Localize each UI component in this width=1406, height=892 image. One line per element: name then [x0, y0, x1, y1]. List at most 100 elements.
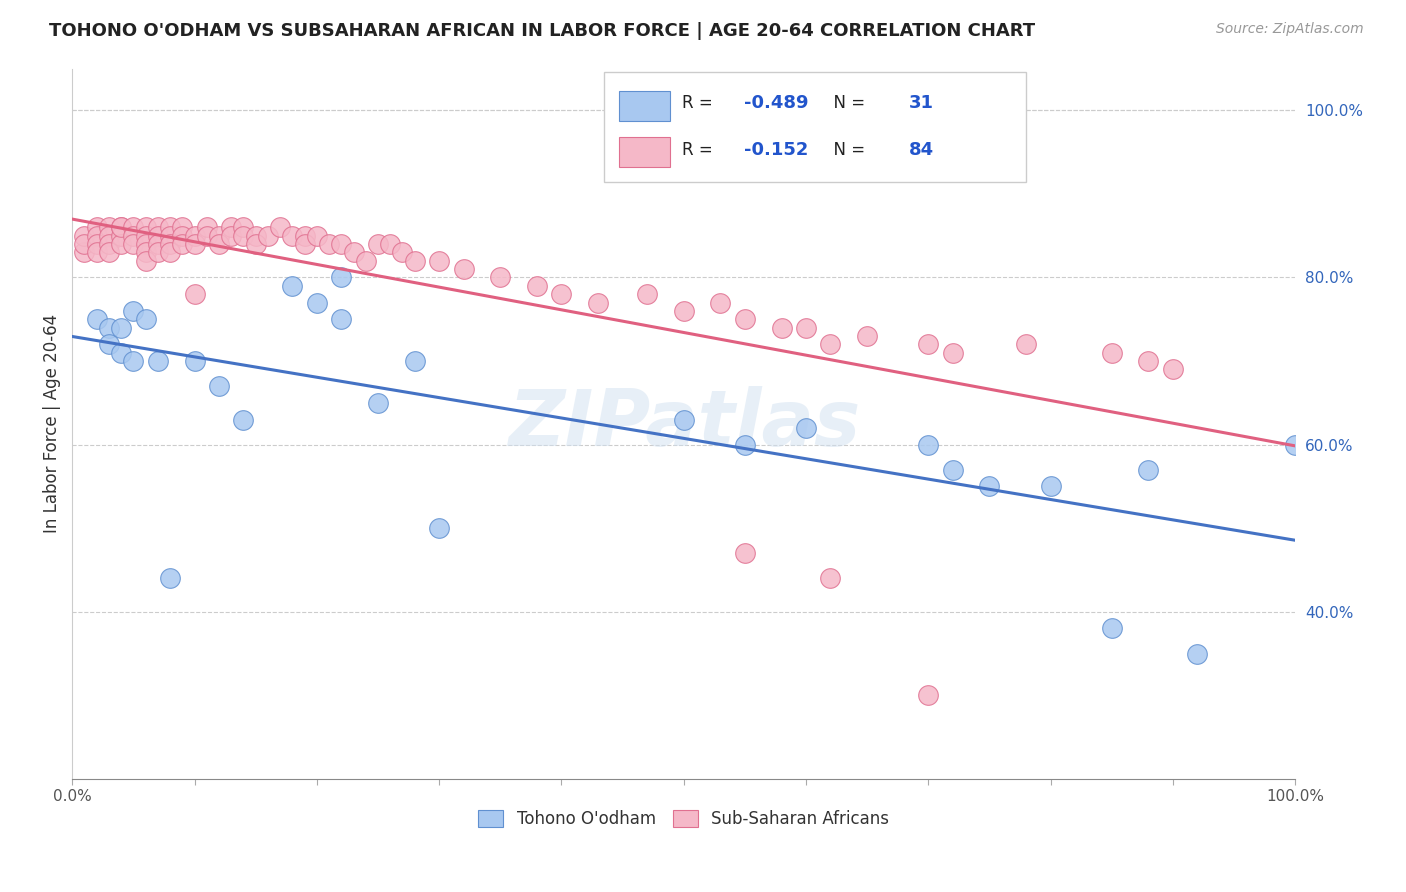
Point	[97, 320, 120, 334]
Point	[942, 345, 965, 359]
Point	[330, 312, 353, 326]
Point	[245, 237, 267, 252]
Point	[86, 312, 108, 326]
Point	[820, 571, 842, 585]
Point	[159, 245, 181, 260]
Point	[734, 437, 756, 451]
Point	[195, 220, 218, 235]
Point	[195, 228, 218, 243]
Point	[380, 237, 402, 252]
Point	[586, 295, 609, 310]
Point	[318, 237, 340, 252]
Text: R =: R =	[682, 141, 718, 159]
Point	[453, 262, 475, 277]
Point	[489, 270, 512, 285]
Point	[172, 220, 194, 235]
Point	[367, 237, 389, 252]
Point	[146, 228, 169, 243]
FancyBboxPatch shape	[619, 137, 671, 168]
Point	[709, 295, 731, 310]
Point	[146, 237, 169, 252]
Point	[135, 245, 157, 260]
Point	[135, 228, 157, 243]
Point	[110, 237, 132, 252]
Point	[122, 237, 145, 252]
Point	[183, 237, 205, 252]
Point	[305, 295, 328, 310]
Point	[159, 228, 181, 243]
Point	[330, 270, 353, 285]
Point	[110, 220, 132, 235]
Point	[550, 287, 572, 301]
Point	[159, 571, 181, 585]
Point	[122, 354, 145, 368]
Point	[110, 228, 132, 243]
Y-axis label: In Labor Force | Age 20-64: In Labor Force | Age 20-64	[44, 314, 60, 533]
Point	[135, 237, 157, 252]
Point	[208, 379, 231, 393]
Point	[135, 220, 157, 235]
Point	[73, 237, 96, 252]
Point	[1015, 337, 1038, 351]
Text: 31: 31	[908, 95, 934, 112]
Point	[294, 237, 316, 252]
Point	[330, 237, 353, 252]
Point	[183, 228, 205, 243]
Text: R =: R =	[682, 95, 718, 112]
Point	[354, 253, 377, 268]
Point	[159, 220, 181, 235]
Point	[159, 237, 181, 252]
Point	[208, 237, 231, 252]
Point	[122, 228, 145, 243]
Point	[427, 253, 450, 268]
Point	[245, 228, 267, 243]
Point	[86, 228, 108, 243]
Point	[219, 228, 242, 243]
Point	[97, 237, 120, 252]
Point	[979, 479, 1001, 493]
Point	[183, 287, 205, 301]
Point	[672, 412, 695, 426]
Point	[146, 245, 169, 260]
Point	[172, 228, 194, 243]
Point	[97, 337, 120, 351]
Point	[122, 304, 145, 318]
Point	[342, 245, 364, 260]
Point	[942, 463, 965, 477]
Point	[110, 320, 132, 334]
Point	[1284, 437, 1306, 451]
Point	[73, 228, 96, 243]
FancyBboxPatch shape	[619, 91, 671, 121]
Point	[219, 220, 242, 235]
Point	[734, 312, 756, 326]
Text: -0.152: -0.152	[744, 141, 808, 159]
Point	[820, 337, 842, 351]
Text: TOHONO O'ODHAM VS SUBSAHARAN AFRICAN IN LABOR FORCE | AGE 20-64 CORRELATION CHAR: TOHONO O'ODHAM VS SUBSAHARAN AFRICAN IN …	[49, 22, 1035, 40]
Point	[146, 354, 169, 368]
Point	[917, 689, 939, 703]
Point	[86, 237, 108, 252]
Point	[172, 237, 194, 252]
Point	[917, 437, 939, 451]
Point	[917, 337, 939, 351]
Point	[856, 329, 879, 343]
Point	[135, 312, 157, 326]
Point	[1137, 354, 1160, 368]
Text: N =: N =	[823, 95, 870, 112]
Point	[122, 220, 145, 235]
Point	[734, 546, 756, 560]
Point	[672, 304, 695, 318]
Text: ZIPatlas: ZIPatlas	[508, 385, 860, 462]
Point	[367, 396, 389, 410]
Point	[208, 228, 231, 243]
Text: Source: ZipAtlas.com: Source: ZipAtlas.com	[1216, 22, 1364, 37]
Point	[1187, 647, 1209, 661]
Point	[73, 245, 96, 260]
Point	[146, 220, 169, 235]
Point	[232, 412, 254, 426]
Point	[794, 421, 817, 435]
Point	[1161, 362, 1184, 376]
Point	[1101, 622, 1123, 636]
Point	[404, 253, 426, 268]
Point	[526, 278, 548, 293]
